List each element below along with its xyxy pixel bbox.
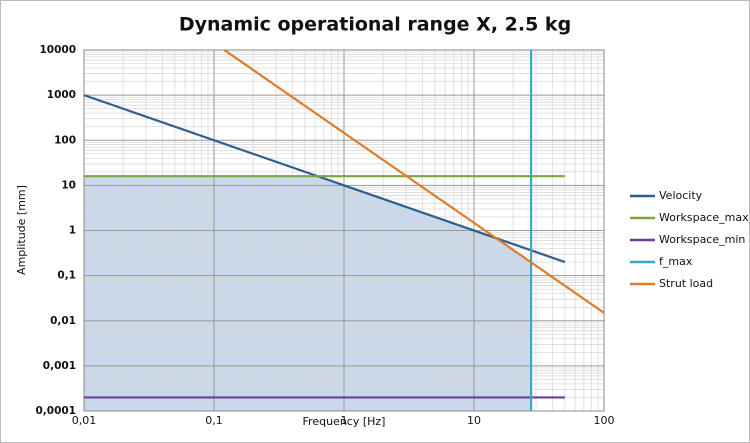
x-tick-label: 100 <box>594 414 615 427</box>
legend-label: Strut load <box>659 277 713 290</box>
chart-title: Dynamic operational range X, 2.5 kg <box>179 14 571 36</box>
x-axis-label: Frequency [Hz] <box>303 415 386 428</box>
y-tick-label: 0,0001 <box>35 405 76 417</box>
plot-frame <box>83 49 605 412</box>
x-tick-label: 1 <box>341 414 348 427</box>
y-tick-label: 10000 <box>39 44 76 56</box>
y-tick-label: 1000 <box>47 89 76 101</box>
y-axis-label: Amplitude [mm] <box>15 185 28 275</box>
y-tick-label: 0,01 <box>50 315 76 327</box>
series-line <box>223 50 604 314</box>
x-tick-label: 10 <box>467 414 481 427</box>
y-tick-label: 0,001 <box>43 360 76 372</box>
y-tick-label: 100 <box>54 134 76 146</box>
y-tick-label: 10 <box>61 179 76 191</box>
x-tick-label: 0,1 <box>205 414 223 427</box>
y-tick-label: 0,1 <box>57 270 76 282</box>
x-tick-label: 0,01 <box>72 414 97 427</box>
legend-label: f_max <box>659 255 693 268</box>
series-line <box>84 94 566 264</box>
legend-label: Velocity <box>659 189 703 202</box>
y-tick-label: 1 <box>69 225 76 237</box>
legend-label: Workspace_min <box>659 233 745 246</box>
legend-label: Workspace_max <box>659 211 749 224</box>
